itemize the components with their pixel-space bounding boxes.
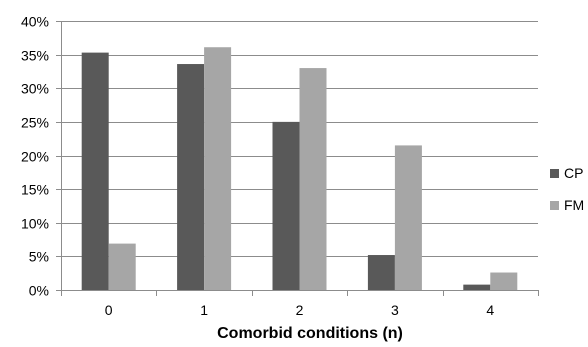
- bar-cp-0: [81, 52, 109, 290]
- bar-fm-2: [299, 68, 327, 290]
- y-tick-label: 15%: [21, 182, 49, 198]
- x-tick-labels: 0 1 2 3 4: [105, 302, 495, 318]
- bar-fm-3: [394, 145, 422, 290]
- y-tick-labels: 0% 5% 10% 15% 20% 25% 30% 35% 40%: [21, 14, 49, 299]
- bar-cp-1: [177, 64, 205, 290]
- x-tick-label: 1: [200, 302, 208, 318]
- bar-cp-2: [272, 121, 300, 290]
- y-tick-label: 40%: [21, 14, 49, 30]
- y-tick-label: 20%: [21, 149, 49, 165]
- bar-fm-0: [108, 243, 136, 290]
- x-tick-label: 3: [391, 302, 399, 318]
- bar-fm-4: [490, 272, 518, 290]
- x-tick-label: 2: [296, 302, 304, 318]
- legend-label-fm: FM: [564, 197, 584, 213]
- bar-cp-4: [463, 284, 491, 290]
- x-tick-label: 4: [486, 302, 494, 318]
- bars: [81, 47, 518, 290]
- y-tick-label: 30%: [21, 81, 49, 97]
- axes: [56, 21, 539, 296]
- y-tick-label: 25%: [21, 115, 49, 131]
- legend-swatch-cp: [550, 169, 559, 178]
- y-tick-label: 5%: [29, 249, 49, 265]
- x-tick-label: 0: [105, 302, 113, 318]
- bar-cp-3: [367, 255, 395, 290]
- y-tick-label: 35%: [21, 48, 49, 64]
- y-tick-label: 10%: [21, 216, 49, 232]
- legend-swatch-fm: [550, 201, 559, 210]
- y-tick-label: 0%: [29, 283, 49, 299]
- bar-fm-1: [204, 47, 232, 290]
- legend-label-cp: CP: [564, 165, 583, 181]
- legend: CP FM: [550, 165, 584, 213]
- x-axis-title: Comorbid conditions (n): [217, 325, 403, 342]
